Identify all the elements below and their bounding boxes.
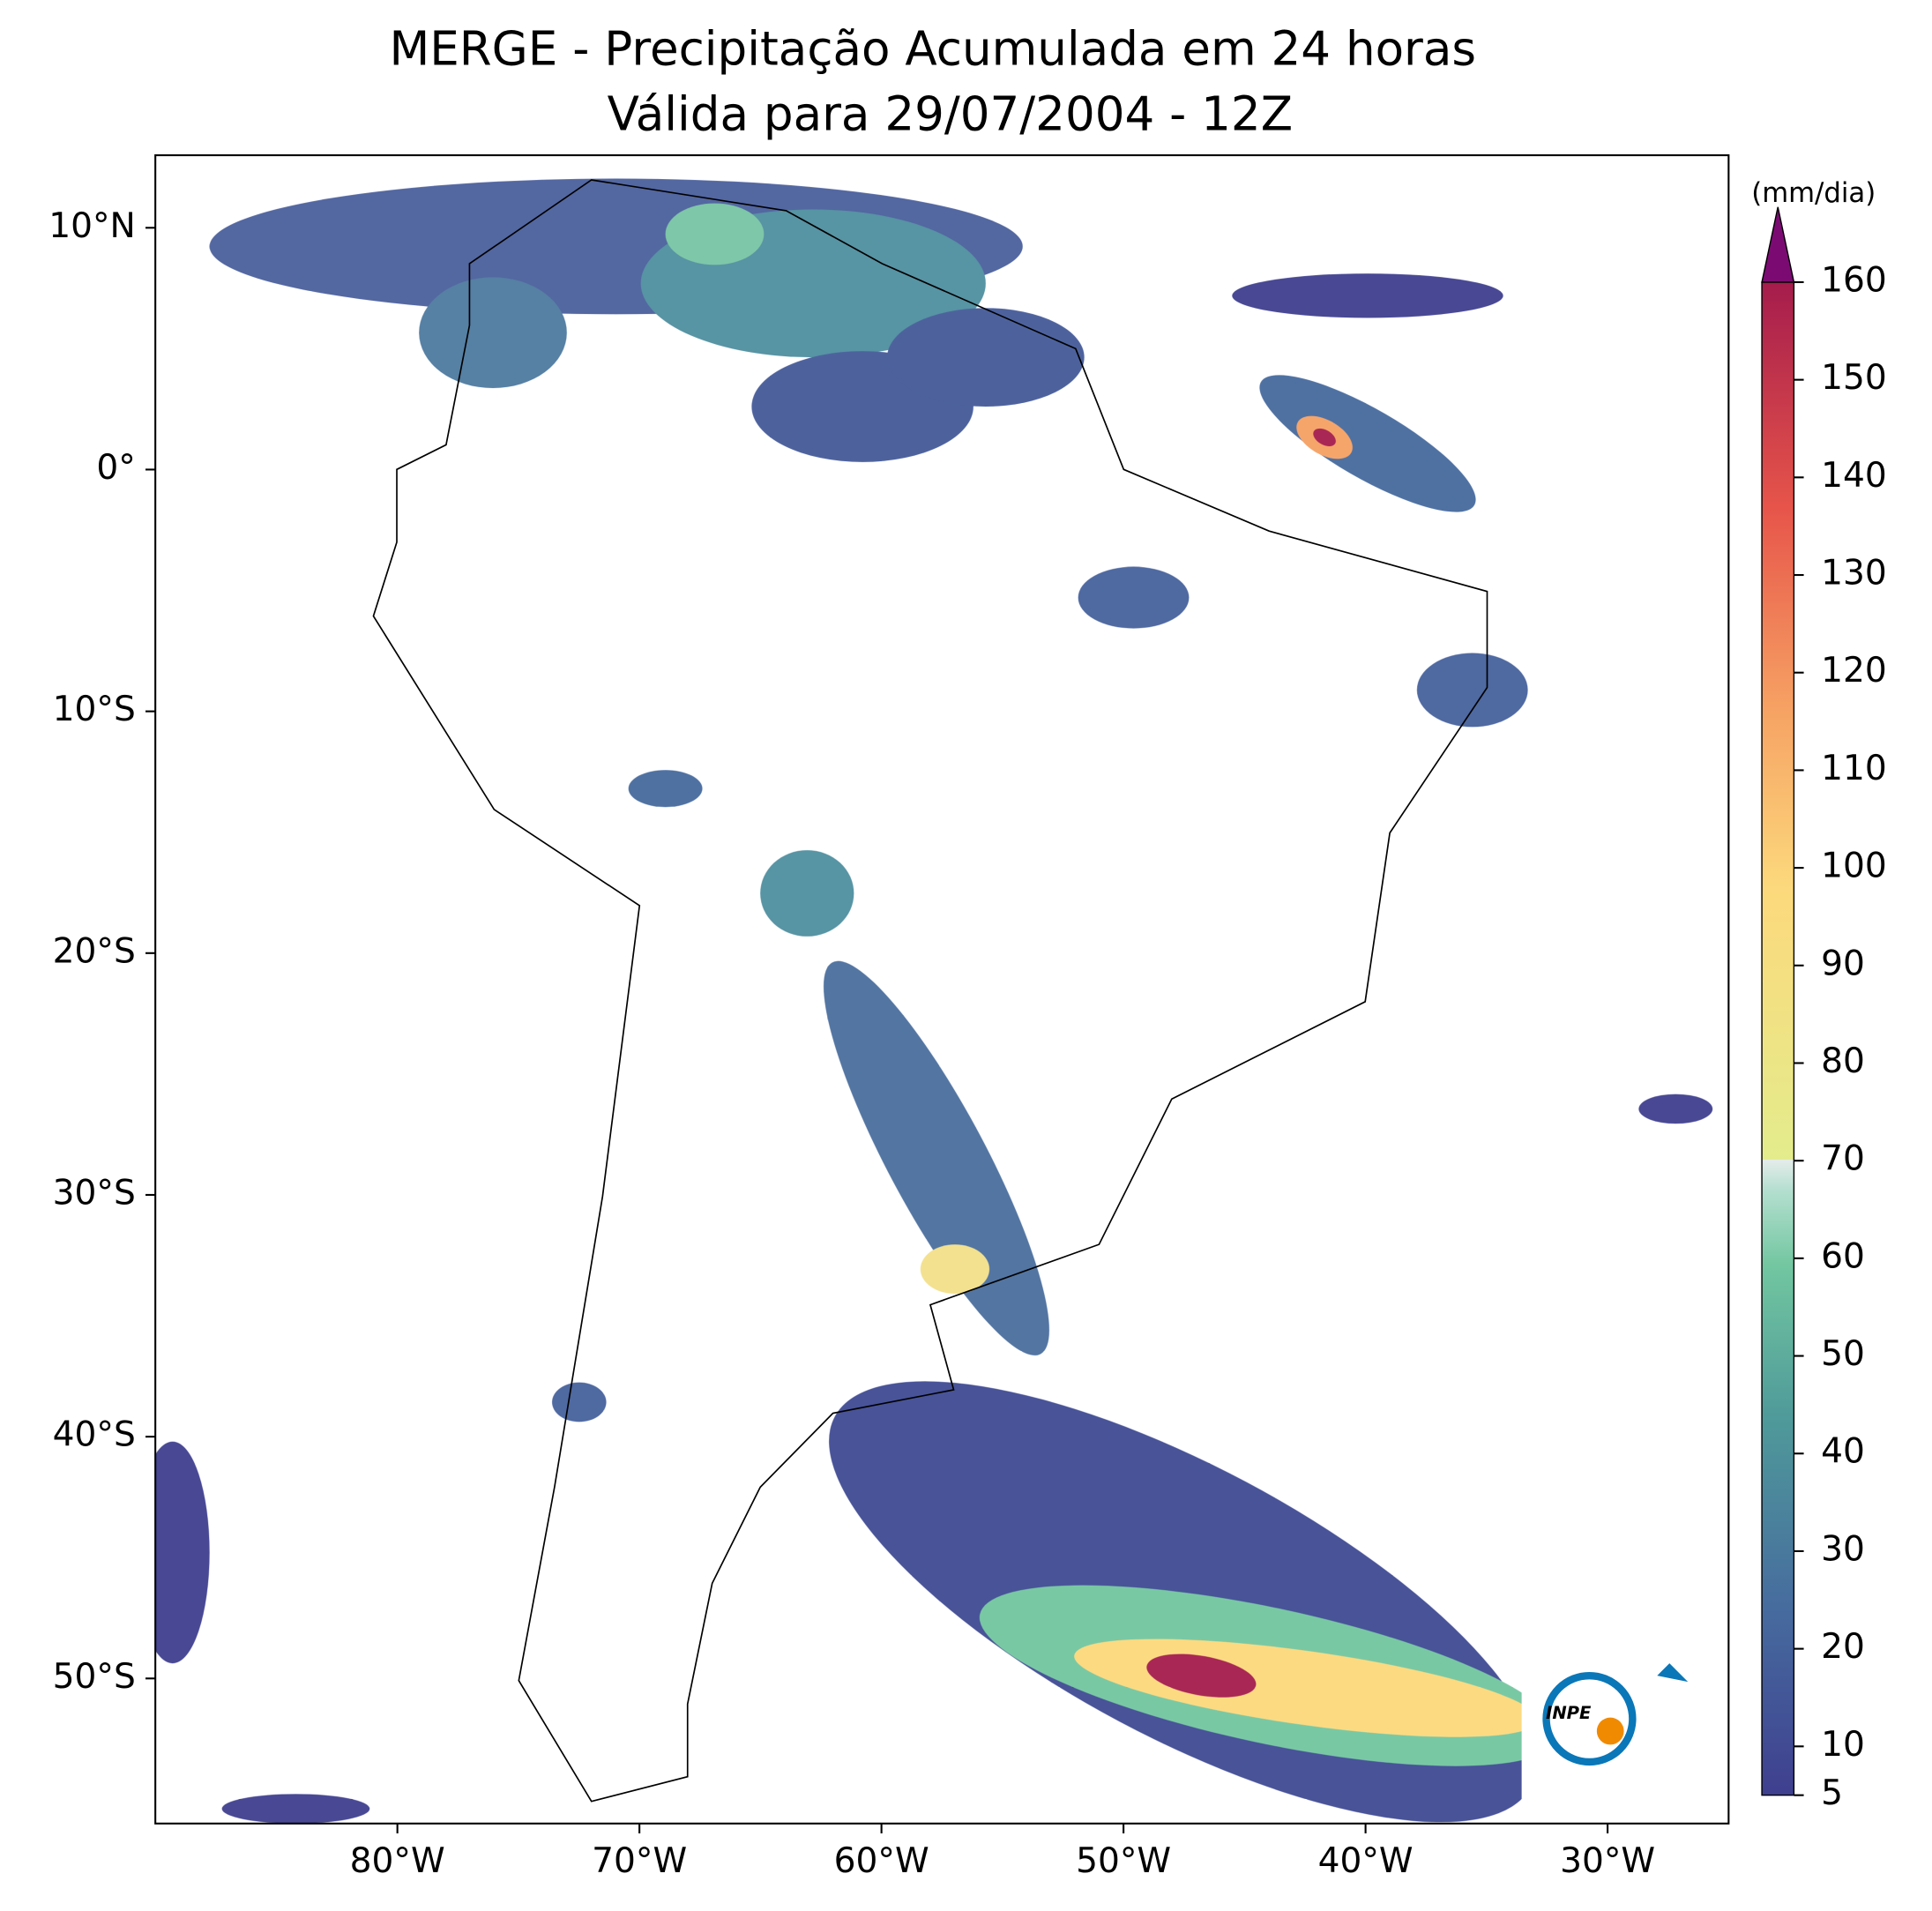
colorbar-tick-label: 50 (1821, 1334, 1865, 1374)
y-tick-label: 40°S (53, 1415, 136, 1455)
y-tick-label: 20°S (53, 931, 136, 971)
colorbar-tick-label: 60 (1821, 1236, 1865, 1276)
precipitation-field (155, 178, 1713, 1824)
colorbar-tick-label: 40 (1821, 1432, 1865, 1472)
colorbar: (mm/dia) (1751, 177, 1876, 1796)
colorbar-tick-label: 30 (1821, 1529, 1865, 1569)
colorbar-unit: (mm/dia) (1751, 177, 1876, 209)
x-tick-label: 70°W (592, 1841, 687, 1881)
colorbar-tick-label: 90 (1821, 944, 1865, 983)
south-america-coastline (372, 179, 1488, 1803)
x-tick-label: 30°W (1560, 1841, 1655, 1881)
map-frame (154, 153, 1730, 1825)
logo-text: INPE (1546, 1703, 1592, 1723)
colorbar-tick-label: 160 (1821, 260, 1887, 300)
colorbar-tick-label: 140 (1821, 456, 1887, 496)
y-tick-label: 10°S (53, 690, 136, 729)
colorbar-tick-label: 80 (1821, 1041, 1865, 1081)
colorbar-tick-label: 130 (1821, 554, 1887, 593)
y-tick-label: 10°N (48, 206, 136, 246)
colorbar-tick-label: 110 (1821, 749, 1887, 788)
x-tick-label: 50°W (1076, 1841, 1171, 1881)
title-line-2: Válida para 29/07/2004 - 12Z (608, 86, 1293, 141)
colorbar-tick-label: 10 (1821, 1725, 1865, 1765)
colorbar-tick-label: 70 (1821, 1139, 1865, 1179)
colorbar-tick-label: 5 (1821, 1773, 1843, 1813)
map-area (155, 178, 1713, 1824)
x-tick-label: 80°W (350, 1841, 445, 1881)
x-tick-label: 60°W (834, 1841, 929, 1881)
colorbar-tick-label: 120 (1821, 651, 1887, 690)
title-line-1: MERGE - Precipitação Acumulada em 24 hor… (389, 21, 1476, 76)
logo: INPE (1521, 1661, 1711, 1799)
colorbar-tick-label: 150 (1821, 358, 1887, 398)
x-tick-label: 40°W (1318, 1841, 1414, 1881)
y-tick-label: 0° (96, 448, 135, 488)
y-tick-label: 50°S (53, 1657, 136, 1697)
colorbar-tick-label: 100 (1821, 847, 1887, 886)
colorbar-tick-label: 20 (1821, 1627, 1865, 1667)
y-tick-label: 30°S (53, 1173, 136, 1213)
